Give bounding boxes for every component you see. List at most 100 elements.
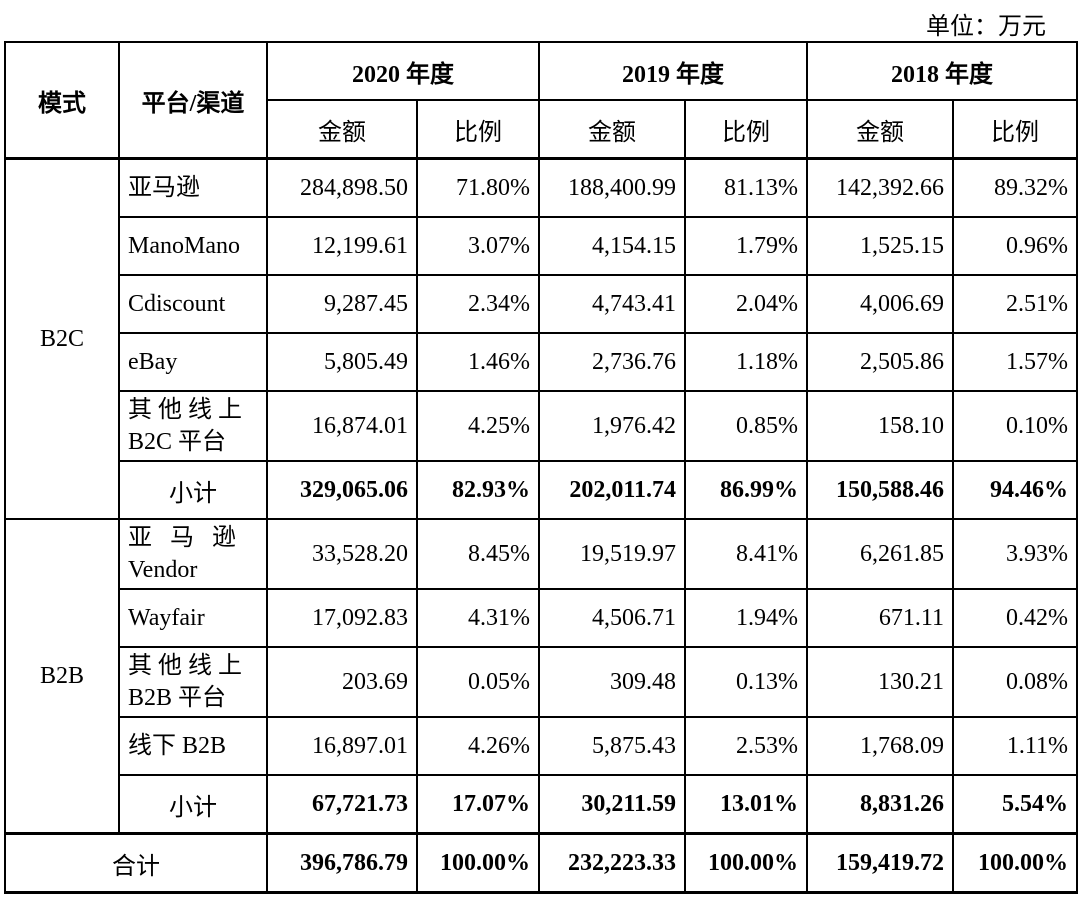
value-cell: 1,768.09 xyxy=(806,716,954,776)
value-cell: 2,505.86 xyxy=(806,332,954,392)
subtotal-cell: 5.54% xyxy=(952,774,1078,835)
value-cell: 2.34% xyxy=(416,274,540,334)
header-mode: 模式 xyxy=(4,41,120,160)
value-cell: 4,506.71 xyxy=(538,588,686,648)
header-ratio: 比例 xyxy=(416,99,540,160)
value-cell: 4.26% xyxy=(416,716,540,776)
value-cell: 4,006.69 xyxy=(806,274,954,334)
header-year-2020: 2020 年度 xyxy=(266,41,540,101)
value-cell: 16,897.01 xyxy=(266,716,418,776)
value-cell: 17,092.83 xyxy=(266,588,418,648)
subtotal-cell: 82.93% xyxy=(416,460,540,520)
subtotal-cell: 202,011.74 xyxy=(538,460,686,520)
value-cell: 1.46% xyxy=(416,332,540,392)
subtotal-cell: 86.99% xyxy=(684,460,808,520)
total-cell: 396,786.79 xyxy=(266,832,418,894)
value-cell: 5,875.43 xyxy=(538,716,686,776)
table-row: B2C 亚马逊 284,898.50 71.80% 188,400.99 81.… xyxy=(4,157,1078,520)
value-cell: 4.25% xyxy=(416,390,540,462)
value-cell: 203.69 xyxy=(266,646,418,718)
value-cell: 9,287.45 xyxy=(266,274,418,334)
value-cell: 309.48 xyxy=(538,646,686,718)
total-label: 合计 xyxy=(4,832,268,894)
value-cell: 1,976.42 xyxy=(538,390,686,462)
table-row: 其他线上 B2C 平台 16,874.01 4.25% 1,976.42 0.8… xyxy=(5,390,1078,462)
table-row: ManoMano 12,199.61 3.07% 4,154.15 1.79% … xyxy=(5,216,1078,276)
mode-b2b: B2B xyxy=(4,518,120,835)
subtotal-cell: 150,588.46 xyxy=(806,460,954,520)
value-cell: 1.94% xyxy=(684,588,808,648)
total-cell: 232,223.33 xyxy=(538,832,686,894)
subtotal-cell: 13.01% xyxy=(684,774,808,835)
value-cell: 0.10% xyxy=(952,390,1078,462)
platform-line: B2C 平台 xyxy=(128,429,227,455)
value-cell: 89.32% xyxy=(952,157,1078,218)
value-cell: 0.42% xyxy=(952,588,1078,648)
value-cell: 4,743.41 xyxy=(538,274,686,334)
header-ratio: 比例 xyxy=(952,99,1078,160)
value-cell: 2.53% xyxy=(684,716,808,776)
total-cell: 100.00% xyxy=(952,832,1078,894)
total-row: 合计 396,786.79 100.00% 232,223.33 100.00%… xyxy=(4,832,1078,894)
value-cell: 130.21 xyxy=(806,646,954,718)
header-platform: 平台/渠道 xyxy=(118,41,268,160)
platform-cell: 亚马逊 xyxy=(118,157,268,218)
header-amount: 金额 xyxy=(266,99,418,160)
header-row-metrics: 金额 比例 金额 比例 金额 比例 xyxy=(5,99,1078,160)
value-cell: 2.51% xyxy=(952,274,1078,334)
subtotal-label: 小计 xyxy=(118,460,268,520)
platform-line: 亚 马 逊 xyxy=(128,525,242,551)
value-cell: 3.93% xyxy=(952,518,1078,590)
value-cell: 81.13% xyxy=(684,157,808,218)
platform-cell: 线下 B2B xyxy=(118,716,268,776)
value-cell: 8.45% xyxy=(416,518,540,590)
value-cell: 71.80% xyxy=(416,157,540,218)
platform-line: Vendor xyxy=(128,557,198,583)
subtotal-row: 小计 67,721.73 17.07% 30,211.59 13.01% 8,8… xyxy=(5,774,1078,835)
subtotal-cell: 329,065.06 xyxy=(266,460,418,520)
value-cell: 284,898.50 xyxy=(266,157,418,218)
value-cell: 1.57% xyxy=(952,332,1078,392)
value-cell: 0.05% xyxy=(416,646,540,718)
value-cell: 8.41% xyxy=(684,518,808,590)
value-cell: 0.13% xyxy=(684,646,808,718)
subtotal-cell: 8,831.26 xyxy=(806,774,954,835)
table-row: B2B 亚 马 逊 Vendor 33,528.20 8.45% 19,519.… xyxy=(4,518,1078,835)
value-cell: 1.11% xyxy=(952,716,1078,776)
platform-cell: 亚 马 逊 Vendor xyxy=(118,518,268,590)
subtotal-row: 小计 329,065.06 82.93% 202,011.74 86.99% 1… xyxy=(5,460,1078,520)
table-row: Cdiscount 9,287.45 2.34% 4,743.41 2.04% … xyxy=(5,274,1078,334)
mode-b2c: B2C xyxy=(4,157,120,520)
header-amount: 金额 xyxy=(538,99,686,160)
platform-line: 其他线上 xyxy=(128,653,248,679)
platform-cell: 其他线上 B2B 平台 xyxy=(118,646,268,718)
value-cell: 158.10 xyxy=(806,390,954,462)
platform-cell: Wayfair xyxy=(118,588,268,648)
value-cell: 0.08% xyxy=(952,646,1078,718)
table-row: 其他线上 B2B 平台 203.69 0.05% 309.48 0.13% 13… xyxy=(5,646,1078,718)
value-cell: 4,154.15 xyxy=(538,216,686,276)
total-cell: 100.00% xyxy=(416,832,540,894)
header-ratio: 比例 xyxy=(684,99,808,160)
value-cell: 6,261.85 xyxy=(806,518,954,590)
total-cell: 100.00% xyxy=(684,832,808,894)
table-row: Wayfair 17,092.83 4.31% 4,506.71 1.94% 6… xyxy=(5,588,1078,648)
value-cell: 2,736.76 xyxy=(538,332,686,392)
value-cell: 2.04% xyxy=(684,274,808,334)
value-cell: 12,199.61 xyxy=(266,216,418,276)
header-year-2018: 2018 年度 xyxy=(806,41,1078,101)
value-cell: 19,519.97 xyxy=(538,518,686,590)
total-cell: 159,419.72 xyxy=(806,832,954,894)
value-cell: 3.07% xyxy=(416,216,540,276)
header-year-2019: 2019 年度 xyxy=(538,41,808,101)
subtotal-cell: 17.07% xyxy=(416,774,540,835)
subtotal-label: 小计 xyxy=(118,774,268,835)
value-cell: 4.31% xyxy=(416,588,540,648)
channel-revenue-table: 模式 平台/渠道 2020 年度 2019 年度 2018 年度 金额 比例 金… xyxy=(4,41,1078,894)
value-cell: 1.79% xyxy=(684,216,808,276)
value-cell: 142,392.66 xyxy=(806,157,954,218)
value-cell: 0.96% xyxy=(952,216,1078,276)
table-row: 线下 B2B 16,897.01 4.26% 5,875.43 2.53% 1,… xyxy=(5,716,1078,776)
subtotal-cell: 30,211.59 xyxy=(538,774,686,835)
platform-line: B2B 平台 xyxy=(128,685,227,711)
